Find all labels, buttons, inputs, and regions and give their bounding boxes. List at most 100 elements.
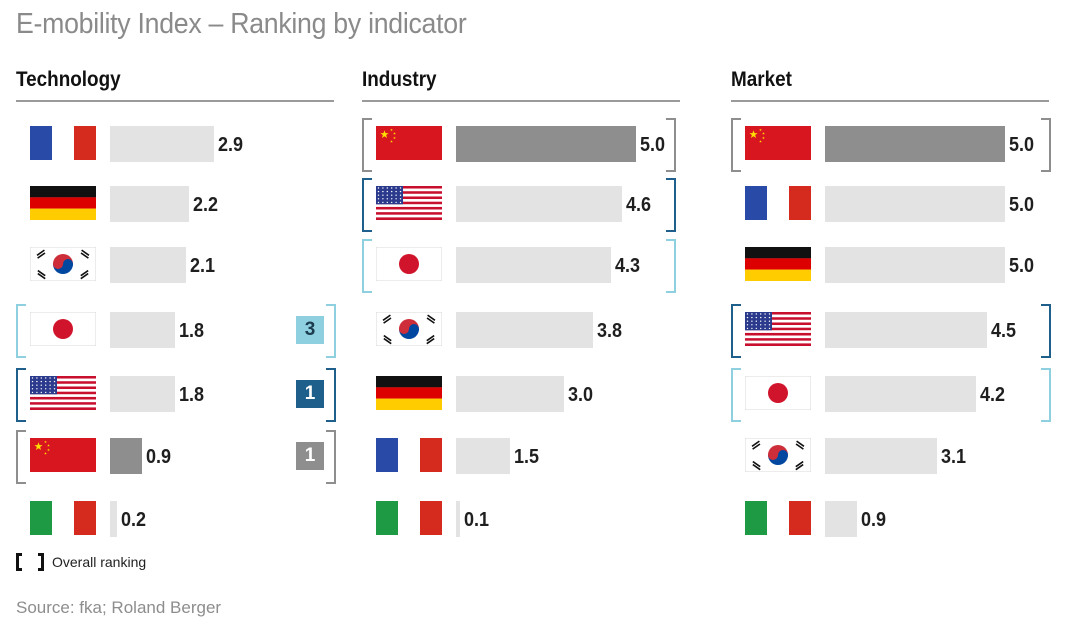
ranking-bracket-left [16,430,26,484]
data-label: 0.9 [861,509,887,531]
bar [825,376,976,412]
data-label: 1.8 [179,384,205,406]
panel-title: Industry [362,68,437,91]
us-flag-icon [745,312,811,346]
data-label: 5.0 [640,134,666,156]
jp-flag-icon [745,376,811,410]
chart-panel-market: Market 5.0 5.0 5.0 4.5 4.2 3.1 0.9 [731,66,1071,546]
bar [456,186,622,222]
data-label: 2.2 [193,194,219,216]
ranking-bracket-left [16,368,26,422]
ranking-bracket-right [666,118,676,172]
ranking-bracket-left [731,118,741,172]
bar [110,438,142,474]
ranking-bracket-right [1041,368,1051,422]
ranking-bracket-right [666,178,676,232]
bar-row-germany: 3.0 [362,376,692,416]
bar [456,312,593,348]
ranking-bracket-left [16,304,26,358]
it-flag-icon [745,501,811,535]
bar [456,247,611,283]
data-label: 5.0 [1009,255,1035,277]
chart-title: E-mobility Index – Ranking by indicator [16,8,467,40]
bar [110,376,175,412]
bar [456,376,564,412]
bar [825,438,937,474]
bracket-legend-icon [16,553,44,571]
data-label: 0.9 [146,446,172,468]
bar-row-usa: 1.8 1 [16,368,346,422]
cn-flag-icon [376,126,442,160]
ranking-bracket-left [362,118,372,172]
us-flag-icon [376,186,442,220]
bar [456,126,636,162]
de-flag-icon [376,376,442,410]
rank-badge: 3 [296,316,324,344]
bar-row-south-korea: 3.8 [362,312,692,352]
bar [825,126,1005,162]
bar-row-germany: 5.0 [731,247,1061,287]
it-flag-icon [376,501,442,535]
data-label: 5.0 [1009,134,1035,156]
bar [110,501,117,537]
chart-panel-industry: Industry 5.0 4.6 4.3 3.8 3.0 1.5 0.1 [362,66,702,546]
it-flag-icon [30,501,96,535]
bar-row-italy: 0.1 [362,501,692,541]
bar-row-japan: 4.2 [731,368,1061,422]
bar [825,186,1005,222]
data-label: 3.0 [568,384,594,406]
bar [110,247,186,283]
fr-flag-icon [745,186,811,220]
chart-panel-technology: Technology 2.9 2.2 2.1 1.8 3 1.8 1 0.9 1 0.2 [16,66,356,546]
ranking-bracket-right [666,239,676,293]
ranking-bracket-right [326,430,336,484]
jp-flag-icon [30,312,96,346]
bar [825,247,1005,283]
bar-row-china: 5.0 [731,118,1061,172]
bar-row-italy: 0.9 [731,501,1061,541]
bar [110,126,214,162]
data-label: 0.2 [121,509,147,531]
ranking-bracket-right [326,368,336,422]
kr-flag-icon [745,438,811,472]
source-note: Source: fka; Roland Berger [16,598,222,617]
ranking-bracket-left [731,304,741,358]
bar-row-france: 2.9 [16,126,346,166]
bar [110,186,189,222]
data-label: 3.8 [597,320,623,342]
panel-underline [731,100,1049,102]
bar-row-south-korea: 2.1 [16,247,346,287]
bar-row-usa: 4.5 [731,304,1061,358]
legend-label: Overall ranking [52,554,147,570]
ranking-bracket-left [362,178,372,232]
data-label: 1.5 [514,446,540,468]
us-flag-icon [30,376,96,410]
data-label: 4.6 [626,194,652,216]
data-label: 4.5 [991,320,1017,342]
bar-row-japan: 1.8 3 [16,304,346,358]
ranking-bracket-left [731,368,741,422]
fr-flag-icon [376,438,442,472]
kr-flag-icon [376,312,442,346]
bar-row-china: 5.0 [362,118,692,172]
cn-flag-icon [30,438,96,472]
kr-flag-icon [30,247,96,281]
panel-underline [362,100,680,102]
rank-badge: 1 [296,380,324,408]
bar [825,501,857,537]
cn-flag-icon [745,126,811,160]
fr-flag-icon [30,126,96,160]
data-label: 2.9 [218,134,244,156]
panel-underline [16,100,334,102]
bar [456,501,460,537]
data-label: 3.1 [941,446,967,468]
de-flag-icon [745,247,811,281]
bar-row-germany: 2.2 [16,186,346,226]
data-label: 5.0 [1009,194,1035,216]
jp-flag-icon [376,247,442,281]
ranking-bracket-right [1041,118,1051,172]
data-label: 0.1 [464,509,490,531]
panel-title: Technology [16,68,121,91]
ranking-bracket-left [362,239,372,293]
bar [456,438,510,474]
